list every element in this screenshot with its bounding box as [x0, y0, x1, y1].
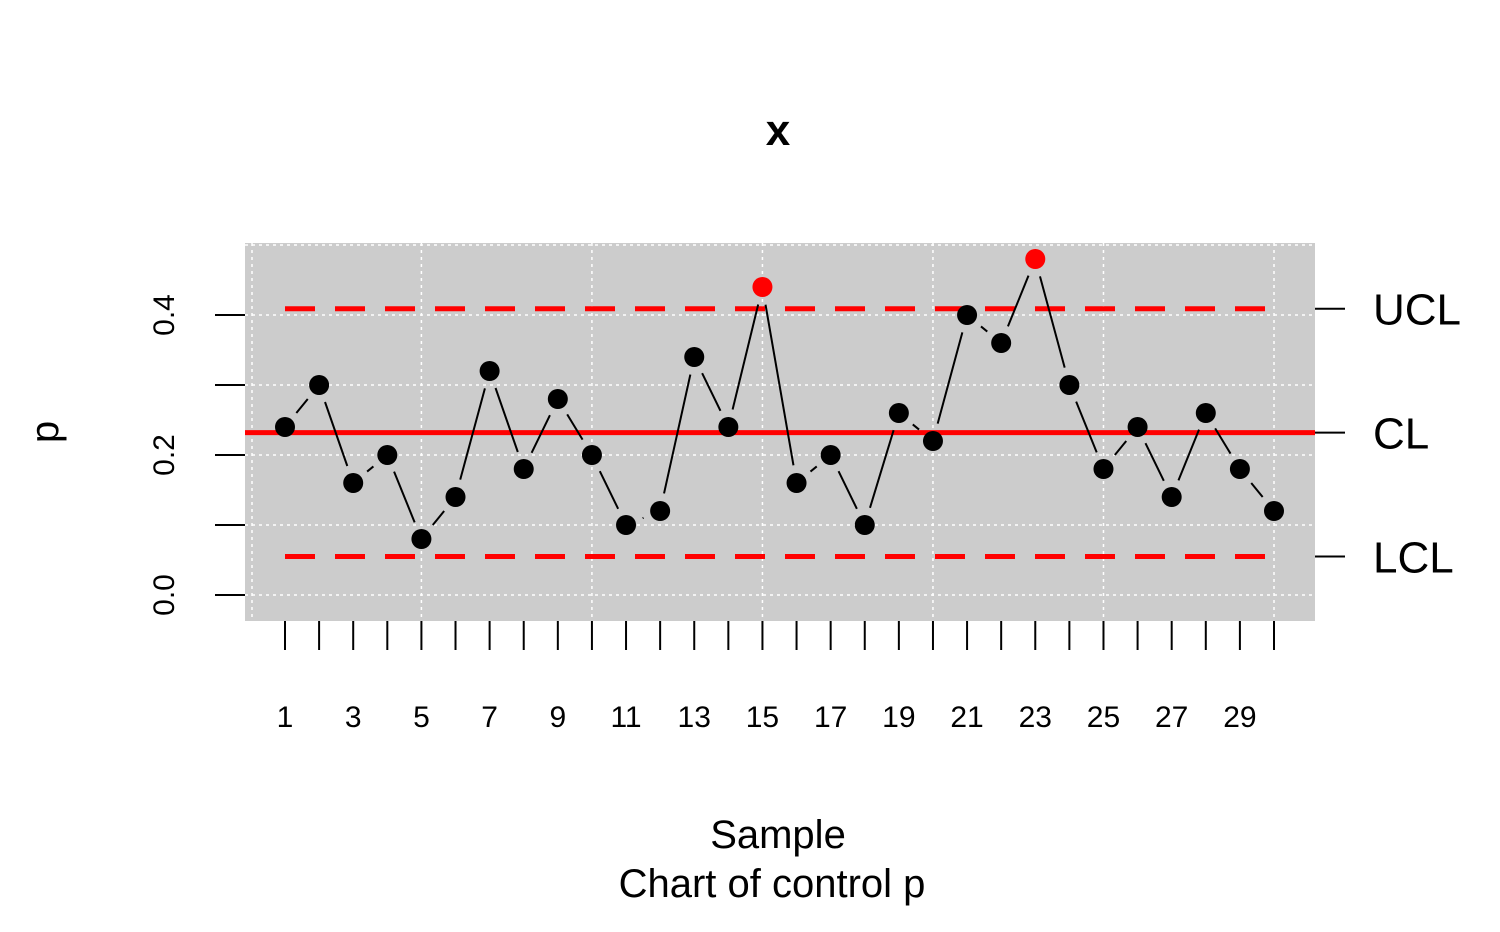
data-point	[821, 445, 841, 465]
data-point	[582, 445, 602, 465]
data-point	[718, 417, 738, 437]
data-point	[787, 473, 807, 493]
x-tick-label: 15	[746, 701, 779, 734]
data-point	[991, 333, 1011, 353]
x-tick-label: 9	[549, 701, 566, 734]
y-tick-label: 0.4	[148, 294, 181, 336]
data-point	[957, 305, 977, 325]
data-point	[377, 445, 397, 465]
x-tick-label: 5	[413, 701, 430, 734]
data-point	[1264, 501, 1284, 521]
data-point	[1059, 375, 1079, 395]
data-point	[1196, 403, 1216, 423]
x-tick-label: 21	[950, 701, 983, 734]
data-point	[446, 487, 466, 507]
x-tick-label: 11	[610, 701, 641, 734]
data-point	[1162, 487, 1182, 507]
data-point	[411, 529, 431, 549]
data-point	[1230, 459, 1250, 479]
data-point	[309, 375, 329, 395]
x-tick-label: 29	[1223, 701, 1256, 734]
data-point	[684, 347, 704, 367]
data-point	[650, 501, 670, 521]
out-of-control-point	[1025, 249, 1045, 269]
data-point	[1093, 459, 1113, 479]
chart-title: x	[766, 106, 791, 155]
x-tick-label: 17	[814, 701, 847, 734]
x-axis-label: Sample	[710, 813, 846, 857]
chart-subtitle: Chart of control p	[619, 862, 926, 906]
y-tick-label: 0.2	[148, 434, 181, 476]
x-tick-label: 27	[1155, 701, 1188, 734]
out-of-control-point	[752, 277, 772, 297]
y-tick-label: 0.0	[148, 574, 181, 616]
data-point	[855, 515, 875, 535]
y-axis-label: p	[23, 421, 67, 443]
control-limit-label: UCL	[1373, 286, 1461, 335]
data-point	[1128, 417, 1148, 437]
x-tick-label: 13	[678, 701, 711, 734]
control-limit-label: LCL	[1373, 534, 1454, 583]
data-point	[480, 361, 500, 381]
x-tick-label: 7	[481, 701, 498, 734]
data-point	[923, 431, 943, 451]
data-point	[616, 515, 636, 535]
data-point	[514, 459, 534, 479]
x-tick-label: 23	[1019, 701, 1052, 734]
control-limit-label: CL	[1373, 410, 1429, 459]
x-tick-label: 1	[277, 701, 294, 734]
data-point	[275, 417, 295, 437]
data-point	[548, 389, 568, 409]
data-point	[889, 403, 909, 423]
x-tick-label: 3	[345, 701, 362, 734]
data-point	[343, 473, 363, 493]
x-tick-label: 19	[882, 701, 915, 734]
x-tick-label: 25	[1087, 701, 1120, 734]
